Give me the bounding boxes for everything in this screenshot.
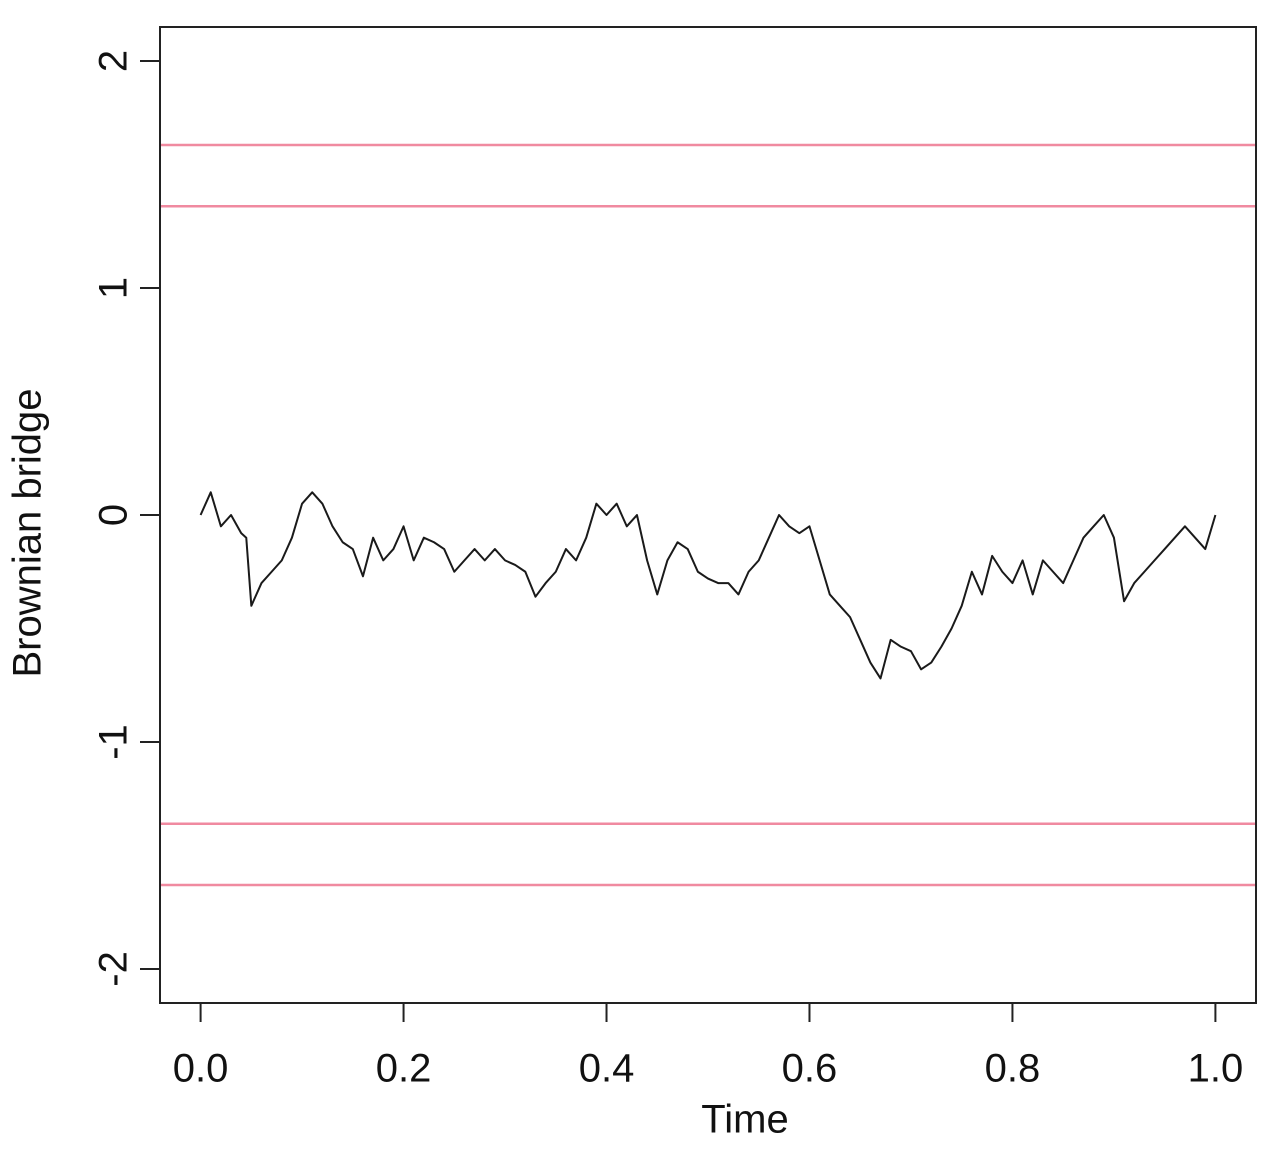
data-line bbox=[199, 491, 1217, 680]
y-tick-label: 1 bbox=[92, 277, 136, 299]
y-tick-label: 2 bbox=[92, 50, 136, 72]
x-tick-label: 0.6 bbox=[782, 1047, 838, 1091]
y-axis-label: Brownian bridge bbox=[6, 388, 50, 677]
x-axis-label: Time bbox=[701, 1098, 788, 1142]
x-tick-label: 0.0 bbox=[173, 1047, 229, 1091]
y-tick-label: 0 bbox=[92, 504, 136, 526]
x-tick-label: 0.8 bbox=[985, 1047, 1041, 1091]
plot-frame bbox=[159, 26, 1257, 1004]
x-tick-label: 0.4 bbox=[579, 1047, 635, 1091]
x-tick-label: 0.2 bbox=[376, 1047, 432, 1091]
y-tick-label: -1 bbox=[92, 724, 136, 760]
x-tick-label: 1.0 bbox=[1188, 1047, 1244, 1091]
y-tick-label: -2 bbox=[92, 951, 136, 987]
